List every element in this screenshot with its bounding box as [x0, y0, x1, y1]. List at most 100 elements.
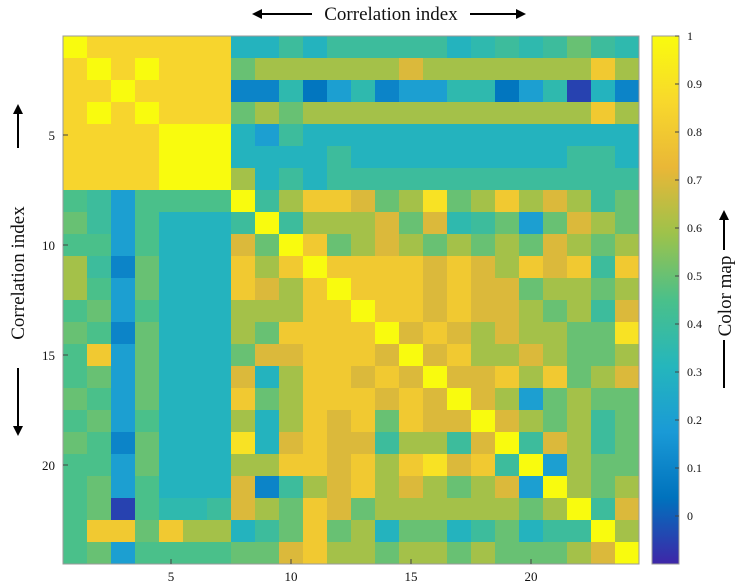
- heatmap-cell-r12-c9: [255, 278, 280, 301]
- heatmap-cell-r1-c12: [327, 36, 352, 59]
- heatmap-cell-r21-c6: [183, 476, 208, 499]
- heatmap-cell-r7-c15: [399, 168, 424, 191]
- heatmap-cell-r7-c18: [471, 168, 496, 191]
- heatmap-cell-r14-c15: [399, 322, 424, 345]
- heatmap-cell-r16-c23: [591, 366, 616, 389]
- heatmap-cell-r11-c12: [327, 256, 352, 279]
- heatmap-cell-r9-c15: [399, 212, 424, 235]
- heatmap-cell-r12-c18: [471, 278, 496, 301]
- heatmap-cell-r10-c5: [159, 234, 184, 257]
- heatmap-cell-r3-c7: [207, 80, 232, 103]
- heatmap-cell-r1-c9: [255, 36, 280, 59]
- heatmap-cell-r10-c17: [447, 234, 472, 257]
- heatmap-cell-r16-c17: [447, 366, 472, 389]
- heatmap-cell-r23-c20: [519, 520, 544, 543]
- heatmap-cell-r7-c3: [111, 168, 136, 191]
- heatmap-cell-r21-c20: [519, 476, 544, 499]
- heatmap-cell-r5-c2: [87, 124, 112, 147]
- heatmap-cell-r19-c20: [519, 432, 544, 455]
- heatmap-cell-r17-c17: [447, 388, 472, 411]
- heatmap-cell-r13-c16: [423, 300, 448, 323]
- heatmap-cell-r24-c15: [399, 542, 424, 565]
- heatmap-cell-r1-c15: [399, 36, 424, 59]
- heatmap-cell-r21-c12: [327, 476, 352, 499]
- heatmap-cell-r4-c9: [255, 102, 280, 125]
- heatmap-cell-r17-c7: [207, 388, 232, 411]
- heatmap-cell-r1-c11: [303, 36, 328, 59]
- heatmap-cell-r12-c7: [207, 278, 232, 301]
- heatmap-cell-r22-c8: [231, 498, 256, 521]
- heatmap-cell-r12-c13: [351, 278, 376, 301]
- heatmap-cell-r13-c15: [399, 300, 424, 323]
- heatmap-cell-r14-c23: [591, 322, 616, 345]
- heatmap-cell-r21-c1: [63, 476, 88, 499]
- heatmap-cell-r9-c3: [111, 212, 136, 235]
- heatmap-cell-r24-c18: [471, 542, 496, 565]
- heatmap-cell-r4-c21: [543, 102, 568, 125]
- heatmap-cell-r11-c23: [591, 256, 616, 279]
- heatmap-cell-r23-c23: [591, 520, 616, 543]
- heatmap-cell-r2-c18: [471, 58, 496, 81]
- heatmap-cell-r15-c23: [591, 344, 616, 367]
- heatmap-cell-r23-c15: [399, 520, 424, 543]
- heatmap-cell-r12-c10: [279, 278, 304, 301]
- heatmap-cell-r9-c7: [207, 212, 232, 235]
- heatmap-cell-r11-c8: [231, 256, 256, 279]
- heatmap-cell-r18-c3: [111, 410, 136, 433]
- heatmap-cell-r6-c23: [591, 146, 616, 169]
- heatmap-cell-r14-c19: [495, 322, 520, 345]
- heatmap-cell-r11-c9: [255, 256, 280, 279]
- heatmap-cell-r10-c12: [327, 234, 352, 257]
- heatmap-cell-r9-c2: [87, 212, 112, 235]
- heatmap-cell-r14-c20: [519, 322, 544, 345]
- heatmap-cell-r2-c2: [87, 58, 112, 81]
- heatmap-cell-r12-c15: [399, 278, 424, 301]
- heatmap-cell-r10-c18: [471, 234, 496, 257]
- y-tick-label-10: 10: [42, 238, 55, 253]
- heatmap-cell-r15-c8: [231, 344, 256, 367]
- heatmap-cell-r4-c10: [279, 102, 304, 125]
- heatmap-cell-r23-c17: [447, 520, 472, 543]
- heatmap-cell-r6-c24: [615, 146, 640, 169]
- y-axis-title: Correlation index: [8, 206, 29, 340]
- heatmap-cell-r22-c5: [159, 498, 184, 521]
- left-up-arrowhead: [13, 104, 23, 114]
- heatmap-cell-r24-c14: [375, 542, 400, 565]
- heatmap-cell-r2-c6: [183, 58, 208, 81]
- heatmap-cell-r17-c16: [423, 388, 448, 411]
- top-axis-title-group: Correlation index: [252, 4, 526, 25]
- heatmap-cell-r2-c20: [519, 58, 544, 81]
- heatmap-cell-r18-c13: [351, 410, 376, 433]
- colorbar-tick-label-0.7: 0.7: [687, 173, 702, 187]
- heatmap-cell-r10-c22: [567, 234, 592, 257]
- heatmap-cell-r9-c12: [327, 212, 352, 235]
- heatmap-cell-r16-c13: [351, 366, 376, 389]
- heatmap-cell-r22-c17: [447, 498, 472, 521]
- heatmap-cell-r3-c17: [447, 80, 472, 103]
- heatmap-cell-r11-c24: [615, 256, 640, 279]
- heatmap-cell-r23-c14: [375, 520, 400, 543]
- heatmap-cell-r13-c22: [567, 300, 592, 323]
- heatmap-cell-r15-c16: [423, 344, 448, 367]
- heatmap-cell-r12-c1: [63, 278, 88, 301]
- heatmap-cell-r20-c20: [519, 454, 544, 477]
- heatmap-cell-r13-c19: [495, 300, 520, 323]
- heatmap-cell-r2-c22: [567, 58, 592, 81]
- heatmap-cell-r13-c10: [279, 300, 304, 323]
- heatmap-cell-r19-c16: [423, 432, 448, 455]
- top-left-arrowhead: [252, 9, 262, 19]
- heatmap-cell-r5-c22: [567, 124, 592, 147]
- heatmap-cell-r6-c12: [327, 146, 352, 169]
- heatmap-cell-r24-c9: [255, 542, 280, 565]
- heatmap-cell-r1-c2: [87, 36, 112, 59]
- heatmap-cell-r14-c24: [615, 322, 640, 345]
- heatmap-cell-r17-c5: [159, 388, 184, 411]
- heatmap-cell-r16-c2: [87, 366, 112, 389]
- heatmap-cell-r20-c18: [471, 454, 496, 477]
- heatmap-cell-r5-c16: [423, 124, 448, 147]
- heatmap-cell-r15-c6: [183, 344, 208, 367]
- colorbar-ticks: 0 0.1 0.2 0.3 0.4 0.5 0.6 0.7 0.8 0.9 1: [675, 29, 702, 523]
- heatmap-cell-r8-c5: [159, 190, 184, 213]
- heatmap-cell-r23-c12: [327, 520, 352, 543]
- heatmap-cell-r10-c20: [519, 234, 544, 257]
